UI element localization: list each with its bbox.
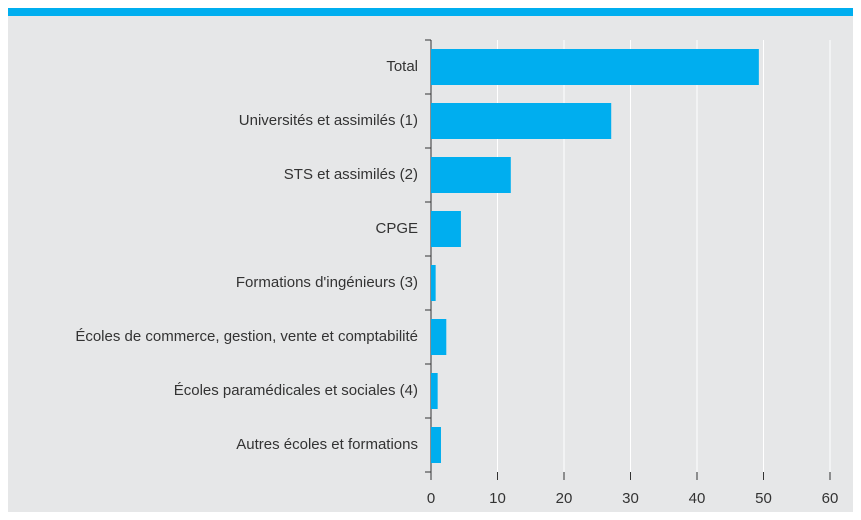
x-tick-label: 50 <box>755 490 772 507</box>
y-tick-label: Formations d'ingénieurs (3) <box>236 274 418 291</box>
x-tick-label: 20 <box>556 490 573 507</box>
y-tick-label: Écoles de commerce, gestion, vente et co… <box>75 328 418 345</box>
y-tick-label: Universités et assimilés (1) <box>239 112 418 129</box>
x-tick-label: 40 <box>689 490 706 507</box>
bar <box>431 157 511 193</box>
bar <box>431 211 461 247</box>
bar <box>431 427 441 463</box>
y-tick-label: Total <box>386 58 418 75</box>
y-tick-label: CPGE <box>375 220 418 237</box>
x-tick-label: 60 <box>822 490 839 507</box>
bar <box>431 373 438 409</box>
x-tick-label: 30 <box>622 490 639 507</box>
header-band <box>8 8 853 16</box>
y-tick-label: STS et assimilés (2) <box>284 166 418 183</box>
x-tick-label: 0 <box>427 490 435 507</box>
bar <box>431 103 612 139</box>
y-tick-label: Écoles paramédicales et sociales (4) <box>174 382 418 399</box>
bar <box>431 319 447 355</box>
bar <box>431 49 759 85</box>
x-tick-label: 10 <box>489 490 506 507</box>
y-tick-label: Autres écoles et formations <box>236 436 418 453</box>
bar <box>431 265 436 301</box>
